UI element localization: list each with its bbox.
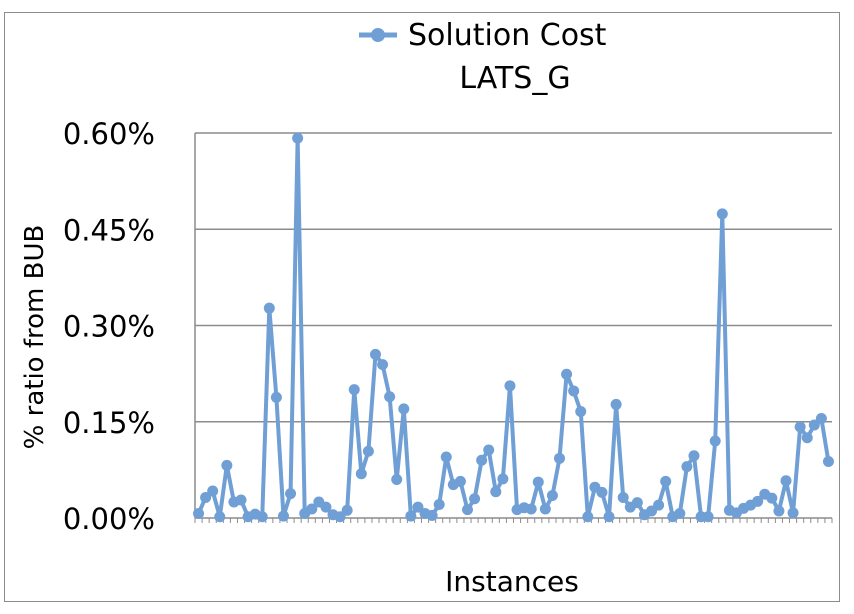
data-point [398, 403, 410, 415]
data-point [490, 486, 502, 498]
data-point [440, 451, 452, 463]
data-point [306, 503, 318, 515]
data-point [426, 509, 438, 521]
data-point [235, 494, 247, 506]
data-point [561, 368, 573, 380]
data-point [277, 510, 289, 522]
data-point [525, 503, 537, 515]
data-point [504, 380, 516, 392]
data-point [532, 476, 544, 488]
data-point [815, 413, 827, 425]
y-tick-label: 0.15% [63, 406, 155, 440]
data-point [603, 511, 615, 523]
data-point [497, 473, 509, 485]
data-point [709, 435, 721, 447]
data-point [575, 405, 587, 417]
data-point [780, 475, 792, 487]
data-point [355, 468, 367, 480]
data-point [433, 499, 445, 511]
data-point [377, 359, 389, 371]
data-point [461, 504, 473, 516]
chart-title: LATS_G [459, 61, 570, 96]
data-point [476, 454, 488, 466]
y-tick-label: 0.30% [63, 310, 155, 344]
data-point [794, 421, 806, 433]
data-point [341, 504, 353, 516]
data-point [766, 492, 778, 504]
data-point [454, 475, 466, 487]
legend-entry-label: Solution Cost [408, 18, 607, 53]
data-point [752, 495, 764, 507]
data-point [412, 501, 424, 513]
data-point [582, 511, 594, 523]
data-point [221, 459, 233, 471]
series-layer [193, 132, 834, 523]
y-tick-label: 0.45% [63, 213, 155, 247]
data-point [369, 348, 381, 360]
data-point [554, 452, 566, 464]
data-point [610, 398, 622, 410]
gridlines [195, 132, 832, 423]
data-point [539, 503, 551, 515]
data-point [193, 508, 205, 520]
data-point [787, 507, 799, 519]
data-point [263, 302, 275, 314]
data-point [660, 475, 672, 487]
data-point [596, 486, 608, 498]
y-axis-label: % ratio from BUB [20, 225, 50, 450]
data-point [469, 493, 481, 505]
data-point [617, 491, 629, 503]
y-tick-label: 0.60% [63, 117, 155, 151]
data-point [362, 445, 374, 457]
data-point [391, 474, 403, 485]
line-chart: 0.00%0.15%0.30%0.45%0.60% Solution Cost … [20, 18, 834, 598]
y-tick-labels: 0.00% 0.15% 0.30% 0.45% 0.60% [63, 117, 155, 536]
data-point [653, 499, 665, 511]
data-point [568, 385, 580, 397]
data-point [334, 511, 346, 523]
data-point [688, 450, 700, 462]
data-point [773, 505, 785, 517]
legend-marker-dot [371, 28, 385, 42]
data-point [702, 511, 714, 523]
data-point [384, 391, 396, 403]
data-point [348, 384, 360, 396]
data-point [320, 501, 332, 513]
data-point [822, 456, 834, 468]
series-line-solution-cost [196, 136, 831, 519]
data-point [716, 208, 728, 220]
chart-frame: 0.00% 0.15% 0.30% 0.45% 0.60% Solution Cost … [4, 12, 840, 602]
data-point [674, 508, 686, 520]
data-point [631, 497, 643, 509]
data-point [405, 510, 417, 522]
data-point [546, 490, 558, 502]
y-tick-label: 0.00% [63, 502, 155, 536]
legend: Solution Cost [359, 18, 607, 53]
data-point [681, 461, 693, 473]
data-point [801, 432, 813, 444]
data-point [256, 511, 268, 523]
data-point [270, 391, 282, 403]
data-point [200, 491, 212, 503]
data-point [808, 419, 820, 431]
data-point [292, 132, 304, 144]
x-axis-label: Instances [445, 565, 579, 598]
data-point [214, 511, 226, 523]
data-point [285, 488, 297, 500]
data-point [483, 444, 495, 456]
data-point [207, 485, 219, 497]
